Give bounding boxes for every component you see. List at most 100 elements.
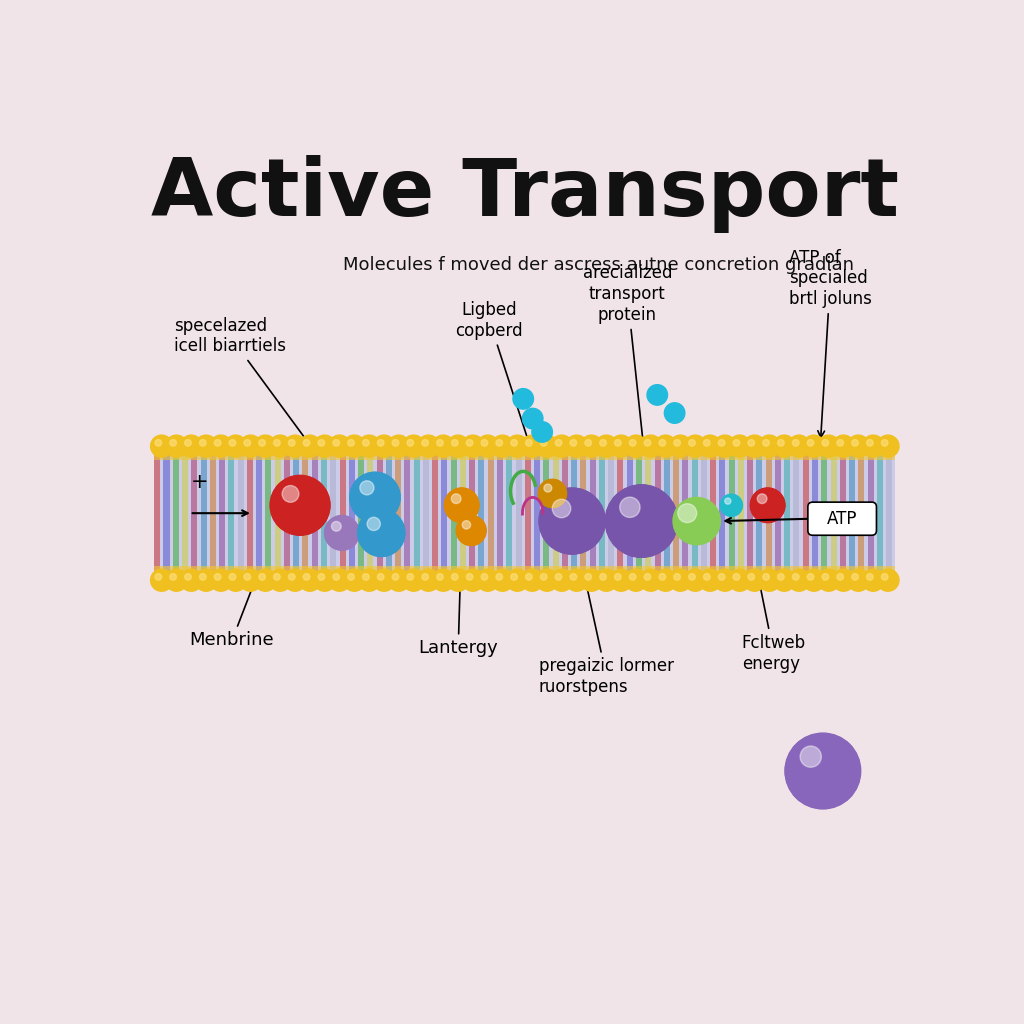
Circle shape	[718, 439, 725, 446]
Text: ATP: ATP	[827, 510, 858, 527]
Circle shape	[392, 573, 398, 581]
Circle shape	[299, 569, 321, 591]
Circle shape	[773, 569, 796, 591]
Bar	[155, 446, 895, 581]
Circle shape	[729, 435, 751, 457]
Bar	[821, 450, 827, 578]
Circle shape	[541, 573, 547, 581]
Circle shape	[689, 573, 695, 581]
Circle shape	[511, 439, 517, 446]
Circle shape	[644, 439, 651, 446]
Circle shape	[289, 439, 295, 446]
Circle shape	[748, 573, 755, 581]
Bar	[654, 450, 660, 578]
Bar	[775, 450, 781, 578]
Circle shape	[785, 733, 861, 809]
Circle shape	[614, 439, 622, 446]
Bar	[155, 446, 895, 461]
Circle shape	[348, 439, 354, 446]
Circle shape	[581, 569, 602, 591]
Circle shape	[418, 569, 439, 591]
Circle shape	[359, 480, 374, 495]
Bar	[284, 450, 290, 578]
Circle shape	[506, 435, 528, 457]
Bar	[274, 450, 281, 578]
Circle shape	[640, 435, 662, 457]
Circle shape	[452, 439, 458, 446]
Circle shape	[200, 439, 206, 446]
Circle shape	[640, 569, 662, 591]
Circle shape	[803, 569, 825, 591]
Text: Molecules f moved der ascress autne concretion gradian: Molecules f moved der ascress autne conc…	[343, 256, 854, 273]
Circle shape	[521, 569, 544, 591]
Circle shape	[733, 439, 739, 446]
Circle shape	[777, 573, 784, 581]
Bar	[794, 450, 800, 578]
Bar	[627, 450, 633, 578]
Circle shape	[282, 485, 299, 503]
Circle shape	[210, 569, 232, 591]
Circle shape	[402, 569, 425, 591]
Circle shape	[200, 573, 206, 581]
Circle shape	[674, 573, 680, 581]
Circle shape	[614, 573, 622, 581]
Circle shape	[822, 573, 828, 581]
Bar	[247, 450, 253, 578]
Circle shape	[625, 435, 647, 457]
Bar	[562, 450, 568, 578]
Circle shape	[866, 439, 873, 446]
Bar	[368, 450, 374, 578]
Circle shape	[555, 573, 562, 581]
Circle shape	[544, 484, 552, 493]
Bar	[886, 450, 892, 578]
Circle shape	[299, 435, 321, 457]
Circle shape	[610, 569, 632, 591]
Circle shape	[565, 569, 588, 591]
Circle shape	[436, 573, 443, 581]
Bar	[515, 450, 521, 578]
Circle shape	[466, 573, 473, 581]
Circle shape	[600, 439, 606, 446]
Circle shape	[793, 439, 799, 446]
Circle shape	[333, 439, 340, 446]
Bar	[302, 450, 308, 578]
Circle shape	[155, 439, 162, 446]
Circle shape	[837, 573, 844, 581]
Circle shape	[654, 569, 677, 591]
Circle shape	[595, 435, 617, 457]
Circle shape	[259, 573, 265, 581]
Circle shape	[224, 435, 247, 457]
Bar	[673, 450, 679, 578]
Circle shape	[358, 435, 380, 457]
Bar	[535, 450, 540, 578]
Circle shape	[151, 569, 173, 591]
Circle shape	[551, 569, 572, 591]
Bar	[840, 450, 846, 578]
Bar	[311, 450, 317, 578]
Circle shape	[313, 435, 336, 457]
Circle shape	[303, 573, 310, 581]
Circle shape	[254, 435, 276, 457]
Circle shape	[447, 569, 469, 591]
Circle shape	[259, 439, 265, 446]
Circle shape	[866, 573, 873, 581]
Text: Fcltweb
energy: Fcltweb energy	[741, 587, 806, 673]
Circle shape	[229, 573, 236, 581]
Circle shape	[462, 520, 471, 529]
Circle shape	[763, 439, 769, 446]
Circle shape	[462, 569, 484, 591]
Bar	[867, 450, 873, 578]
Circle shape	[763, 573, 769, 581]
Circle shape	[773, 435, 796, 457]
Bar	[571, 450, 578, 578]
Circle shape	[313, 569, 336, 591]
Circle shape	[329, 569, 350, 591]
Circle shape	[492, 569, 514, 591]
Bar	[469, 450, 475, 578]
Text: Lantergy: Lantergy	[419, 587, 498, 657]
Bar	[719, 450, 725, 578]
Bar	[331, 450, 336, 578]
Circle shape	[303, 439, 310, 446]
Bar	[377, 450, 383, 578]
Circle shape	[452, 573, 458, 581]
